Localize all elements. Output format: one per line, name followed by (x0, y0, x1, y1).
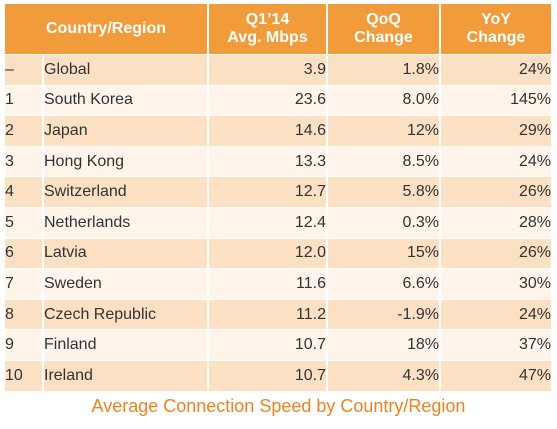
country-name-cell: South Korea (42, 84, 209, 116)
yoy-change-cell: 145% (439, 84, 551, 116)
country-name-cell: Netherlands (42, 206, 209, 239)
country-name-cell: Japan (42, 115, 209, 147)
qoq-change-cell: 8.5% (326, 145, 441, 177)
qoq-change-cell: -1.9% (326, 298, 441, 330)
rank-cell: 2 (5, 115, 44, 147)
table-row: – Global 3.9 1.8% 24% (5, 54, 551, 86)
table-row: 10 Ireland 10.7 4.3% 47% (5, 359, 551, 391)
yoy-change-cell: 24% (439, 298, 551, 330)
qoq-change-cell: 6.6% (326, 268, 441, 300)
yoy-change-cell: 26% (439, 176, 551, 208)
yoy-change-cell: 26% (439, 237, 551, 269)
qoq-change-cell: 12% (326, 115, 441, 147)
table-body: – Global 3.9 1.8% 24% 1 South Korea 23.6 8.0% 145… (5, 54, 551, 391)
rank-cell: 4 (5, 176, 44, 208)
header-qoq-change: QoQ Change (326, 4, 441, 55)
avg-mbps-cell: 10.7 (207, 329, 328, 361)
yoy-change-cell: 47% (439, 359, 551, 391)
connection-speed-table: Country/Region Q1’14 Avg. Mbps QoQ Change … (5, 4, 551, 391)
avg-mbps-cell: 12.4 (207, 206, 328, 239)
country-name-cell: Hong Kong (42, 145, 209, 177)
rank-cell: 10 (5, 359, 44, 391)
table-row: 4 Switzerland 12.7 5.8% 26% (5, 176, 551, 208)
qoq-change-cell: 15% (326, 237, 441, 269)
country-name-cell: Sweden (42, 268, 209, 300)
header-avg-mbps: Q1’14 Avg. Mbps (207, 4, 328, 55)
rank-cell: 8 (5, 298, 44, 330)
table-row: 1 South Korea 23.6 8.0% 145% (5, 84, 551, 116)
table-row: 8 Czech Republic 11.2 -1.9% 24% (5, 298, 551, 330)
qoq-change-cell: 0.3% (326, 206, 441, 239)
avg-mbps-cell: 11.6 (207, 268, 328, 300)
avg-mbps-cell: 11.2 (207, 298, 328, 330)
table-row: 7 Sweden 11.6 6.6% 30% (5, 268, 551, 300)
rank-cell: 7 (5, 268, 44, 300)
country-name-cell: Ireland (42, 359, 209, 391)
table-row: 3 Hong Kong 13.3 8.5% 24% (5, 145, 551, 177)
yoy-change-cell: 24% (439, 54, 551, 86)
table-row: 2 Japan 14.6 12% 29% (5, 115, 551, 147)
avg-mbps-cell: 23.6 (207, 84, 328, 116)
qoq-change-cell: 1.8% (326, 54, 441, 86)
yoy-change-cell: 28% (439, 206, 551, 239)
country-name-cell: Global (42, 54, 209, 86)
table-header-row: Country/Region Q1’14 Avg. Mbps QoQ Change … (5, 4, 551, 55)
rank-cell: 3 (5, 145, 44, 177)
header-country-region: Country/Region (5, 4, 209, 55)
rank-cell: 5 (5, 206, 44, 239)
yoy-change-cell: 24% (439, 145, 551, 177)
header-yoy-change: YoY Change (439, 4, 551, 55)
avg-mbps-cell: 10.7 (207, 359, 328, 391)
avg-mbps-cell: 12.0 (207, 237, 328, 269)
rank-cell: 1 (5, 84, 44, 116)
avg-mbps-cell: 14.6 (207, 115, 328, 147)
country-name-cell: Latvia (42, 237, 209, 269)
qoq-change-cell: 8.0% (326, 84, 441, 116)
country-name-cell: Switzerland (42, 176, 209, 208)
rank-cell: 6 (5, 237, 44, 269)
avg-mbps-cell: 12.7 (207, 176, 328, 208)
yoy-change-cell: 29% (439, 115, 551, 147)
qoq-change-cell: 18% (326, 329, 441, 361)
qoq-change-cell: 5.8% (326, 176, 441, 208)
yoy-change-cell: 37% (439, 329, 551, 361)
country-name-cell: Czech Republic (42, 298, 209, 330)
avg-mbps-cell: 13.3 (207, 145, 328, 177)
qoq-change-cell: 4.3% (326, 359, 441, 391)
table-row: 9 Finland 10.7 18% 37% (5, 329, 551, 361)
rank-cell: – (5, 54, 44, 86)
table-row: 5 Netherlands 12.4 0.3% 28% (5, 206, 551, 239)
table-caption: Average Connection Speed by Country/Regi… (91, 396, 466, 416)
rank-cell: 9 (5, 329, 44, 361)
country-name-cell: Finland (42, 329, 209, 361)
yoy-change-cell: 30% (439, 268, 551, 300)
avg-mbps-cell: 3.9 (207, 54, 328, 86)
table-row: 6 Latvia 12.0 15% 26% (5, 237, 551, 269)
